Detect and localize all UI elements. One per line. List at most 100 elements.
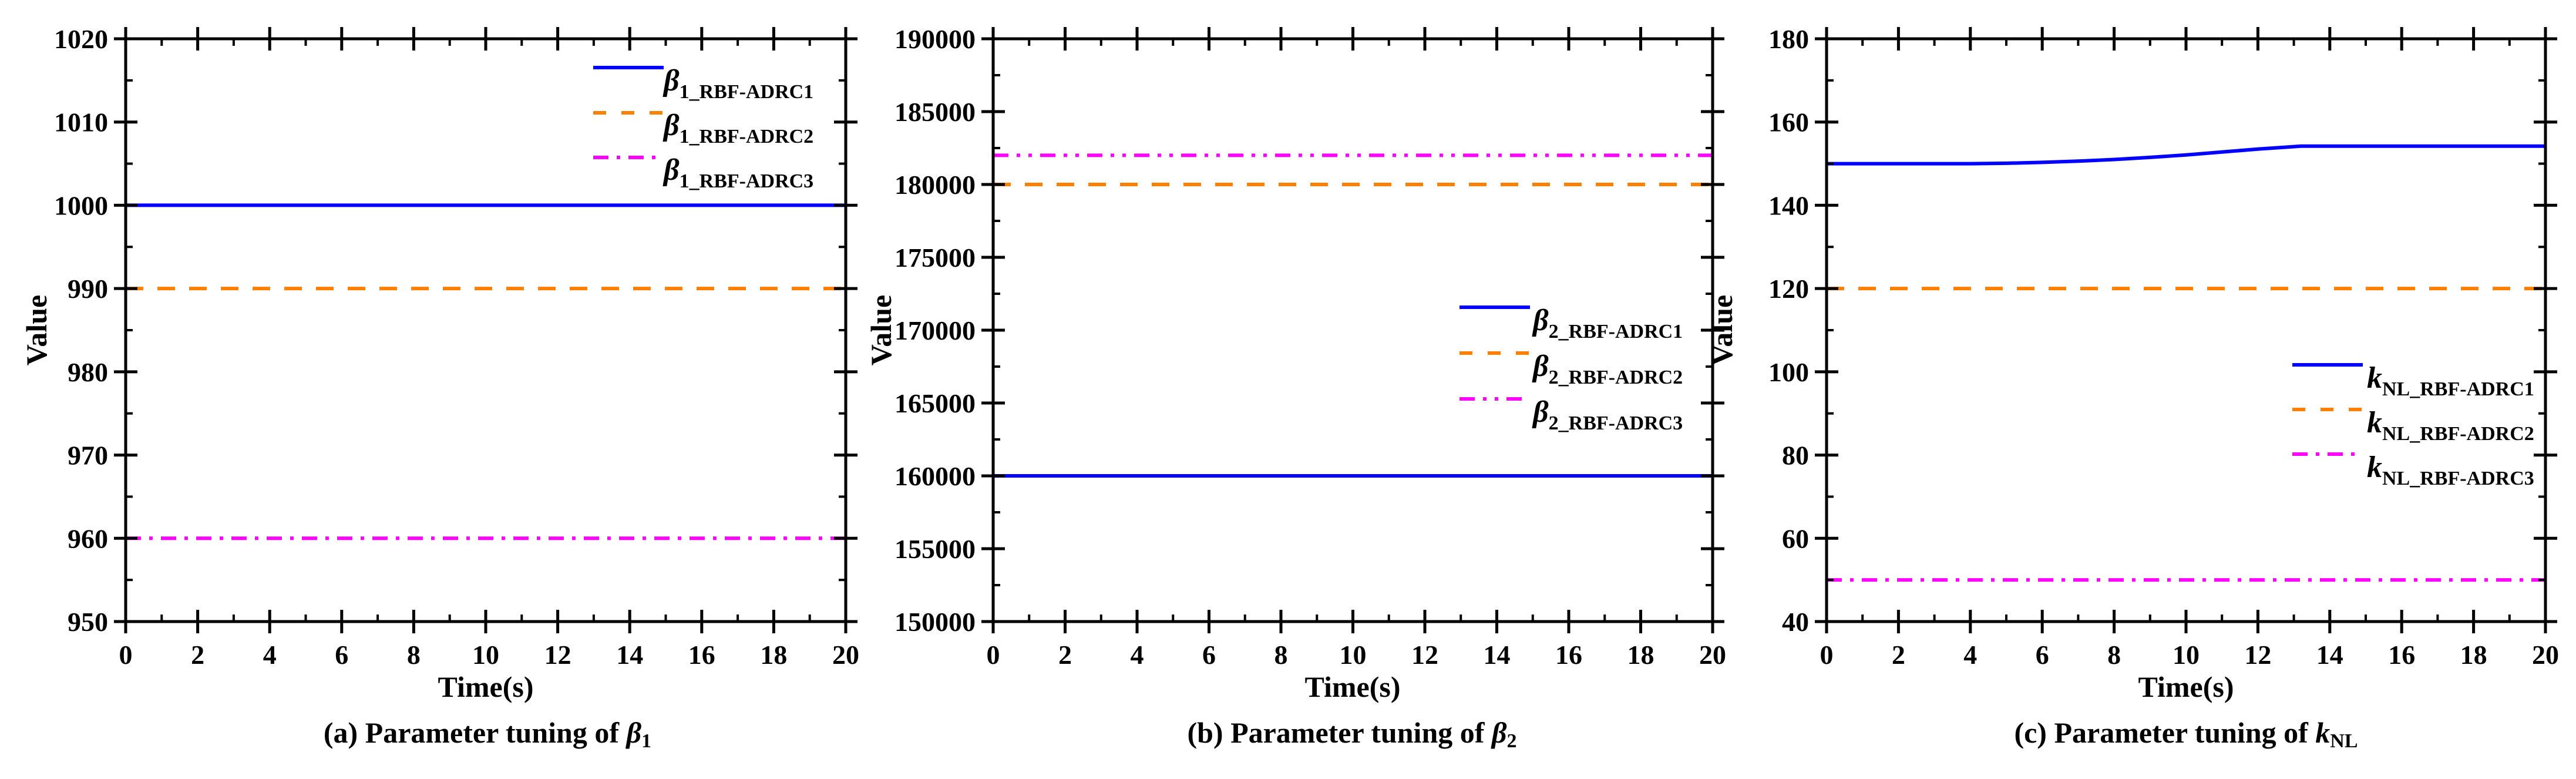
- x-tick-label: 2: [1058, 640, 1072, 670]
- legend-label: 1_RBF-ADRC3: [679, 170, 814, 192]
- legend-item: β 2_RBF-ADRC3: [1533, 397, 1683, 434]
- legend-symbol: β: [1533, 304, 1549, 337]
- legend-item: β 1_RBF-ADRC2: [664, 110, 813, 147]
- y-tick-label: 150000: [894, 607, 976, 637]
- x-tick-label: 2: [1892, 640, 1905, 670]
- x-tick-label: 8: [1274, 640, 1288, 670]
- x-tick-label: 4: [1131, 640, 1144, 670]
- x-tick-label: 4: [1963, 640, 1977, 670]
- x-tick-label: 0: [119, 640, 133, 670]
- x-tick-label: 18: [1627, 640, 1654, 670]
- plot-panel-c: 0 2 4 6 8 10 12 14 16 18 20 40 60 80 100 120 140 160 180: [1768, 24, 2559, 670]
- legend-label: NL_RBF-ADRC1: [2382, 378, 2534, 400]
- legend-label: 2_RBF-ADRC3: [1548, 412, 1683, 434]
- caption-subscript: NL: [2330, 730, 2358, 752]
- x-tick-label: 18: [2460, 640, 2487, 670]
- x-tick-label: 12: [2244, 640, 2271, 670]
- x-axis-label-b: Time(s): [1304, 670, 1401, 703]
- plot-panel-a: 0 2 4 6 8 10 12 14 16 18 20 950 960 970 980 990 1000 1010…: [54, 24, 859, 670]
- x-tick-label: 12: [544, 640, 571, 670]
- y-tick-label: 80: [1782, 441, 1809, 471]
- legend-symbol: β: [1533, 350, 1549, 383]
- y-tick-label: 980: [68, 357, 108, 387]
- y-axis-label-c: Value: [1706, 294, 1738, 366]
- x-tick-label: 10: [1340, 640, 1367, 670]
- legend-label: NL_RBF-ADRC3: [2382, 468, 2534, 489]
- y-tick-label: 180000: [894, 170, 976, 200]
- legend-label: NL_RBF-ADRC2: [2382, 423, 2534, 445]
- x-tick-label: 8: [407, 640, 421, 670]
- legend-item: β 2_RBF-ADRC2: [1533, 351, 1683, 388]
- y-tick-label: 1010: [54, 108, 108, 137]
- caption-symbol: β: [1491, 716, 1507, 749]
- legend-symbol: β: [664, 64, 680, 98]
- x-tick-label: 2: [191, 640, 204, 670]
- x-tick-label: 14: [2316, 640, 2343, 670]
- y-tick-label: 950: [68, 607, 108, 637]
- caption-text: (a) Parameter tuning of: [323, 716, 627, 749]
- x-tick-label: 8: [2107, 640, 2121, 670]
- x-tick-label: 14: [1484, 640, 1511, 670]
- plot-panel-b: 0 2 4 6 8 10 12 14 16 18 20 150000 155000 160000 16500…: [894, 24, 1726, 670]
- y-tick-label: 990: [68, 274, 108, 304]
- x-tick-label: 0: [1820, 640, 1834, 670]
- caption-symbol: k: [2315, 716, 2330, 749]
- y-tick-label: 175000: [894, 243, 976, 273]
- x-tick-label: 20: [832, 640, 859, 670]
- legend-item: k NL_RBF-ADRC2: [2367, 408, 2534, 444]
- y-tick-label: 140: [1768, 190, 1809, 220]
- caption-text: (b) Parameter tuning of: [1187, 716, 1492, 749]
- x-tick-label: 20: [1699, 640, 1726, 670]
- legend-item: β 1_RBF-ADRC1: [664, 66, 813, 102]
- caption-subscript: 1: [641, 730, 652, 752]
- caption-subscript: 2: [1506, 730, 1517, 752]
- legend-symbol: β: [664, 153, 680, 187]
- x-tick-label: 16: [688, 640, 715, 670]
- legend-symbol: k: [2367, 361, 2382, 395]
- x-tick-label: 6: [2036, 640, 2049, 670]
- legend-label: 1_RBF-ADRC2: [679, 126, 814, 147]
- legend-symbol: k: [2367, 451, 2382, 484]
- y-tick-label: 1000: [54, 190, 108, 220]
- legend-symbol: β: [664, 109, 680, 142]
- y-tick-label: 960: [68, 523, 108, 553]
- y-tick-label: 970: [68, 441, 108, 471]
- series-line-1: [1827, 144, 2545, 166]
- y-tick-label: 190000: [894, 24, 976, 54]
- y-axis-label-b: Value: [865, 294, 897, 366]
- legend-item: k NL_RBF-ADRC3: [2367, 452, 2534, 489]
- legend-symbol: β: [1533, 395, 1549, 429]
- caption-c: (c) Parameter tuning of kNL: [2014, 716, 2358, 753]
- y-tick-label: 1020: [54, 24, 108, 54]
- y-tick-label: 155000: [894, 534, 976, 564]
- y-tick-label: 100: [1768, 357, 1809, 387]
- legend-label: 2_RBF-ADRC2: [1548, 367, 1683, 388]
- legend-item: k NL_RBF-ADRC1: [2367, 363, 2534, 399]
- x-tick-label: 6: [1202, 640, 1216, 670]
- caption-a: (a) Parameter tuning of β1: [324, 716, 651, 753]
- x-tick-label: 16: [2388, 640, 2415, 670]
- x-tick-label: 20: [2532, 640, 2559, 670]
- legend-item: β 2_RBF-ADRC1: [1533, 305, 1683, 342]
- y-tick-label: 120: [1768, 274, 1809, 304]
- y-tick-label: 160: [1768, 108, 1809, 137]
- y-tick-label: 185000: [894, 97, 976, 127]
- y-axis-label-a: Value: [20, 294, 53, 366]
- x-axis-label-a: Time(s): [438, 670, 534, 703]
- legend-item: β 1_RBF-ADRC3: [664, 155, 813, 192]
- plot-frame: [1825, 37, 2547, 623]
- y-tick-label: 180: [1768, 24, 1809, 54]
- x-tick-label: 0: [987, 640, 1000, 670]
- legend-label: 1_RBF-ADRC1: [679, 81, 814, 103]
- y-tick-label: 40: [1782, 607, 1809, 637]
- x-tick-label: 18: [760, 640, 787, 670]
- caption-b: (b) Parameter tuning of β2: [1187, 716, 1516, 753]
- y-tick-label: 60: [1782, 523, 1809, 553]
- x-tick-label: 6: [335, 640, 348, 670]
- x-tick-label: 14: [616, 640, 643, 670]
- y-tick-label: 170000: [894, 315, 976, 345]
- x-axis-label-c: Time(s): [2138, 670, 2234, 703]
- legend-label: 2_RBF-ADRC1: [1548, 321, 1683, 343]
